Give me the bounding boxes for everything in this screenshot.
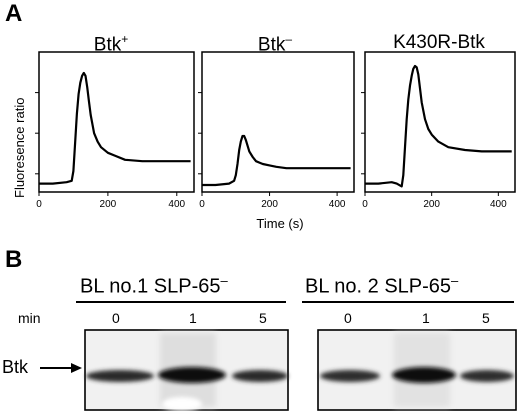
x-axis-label: Time (s) [256, 216, 304, 231]
chart-frame [201, 51, 355, 193]
x-tick-label: 0 [362, 199, 368, 210]
panel-b-letter: B [5, 246, 23, 273]
panel-a-letter: A [5, 0, 23, 27]
x-tick-label: 0 [199, 199, 205, 210]
x-tick-label: 200 [100, 199, 117, 210]
blot-title-bl1: BL no.1 SLP-65– [80, 273, 228, 298]
blot-underline-bl2 [302, 301, 514, 303]
lane-label: 0 [112, 310, 120, 326]
x-tick-label: 400 [329, 199, 346, 210]
chart-title-btk-plus: Btk+ [93, 32, 129, 56]
series-line [202, 134, 351, 187]
btk-band-label: Btk [2, 357, 29, 377]
blot-underline-bl1 [76, 301, 286, 303]
x-tick-label: 400 [168, 199, 185, 210]
lane-label: 5 [482, 310, 490, 326]
series-line [365, 64, 512, 188]
chart-frame [38, 51, 195, 193]
x-tick-label: 200 [423, 199, 440, 210]
series-line [39, 71, 191, 185]
lane-label: 1 [189, 310, 197, 326]
lane-label: 1 [422, 310, 430, 326]
chart-title-btk-minus: Btk– [257, 32, 293, 56]
x-tick-label: 200 [261, 199, 278, 210]
min-row-label: min [18, 310, 41, 326]
lane-label: 5 [259, 310, 267, 326]
x-tick-label: 0 [36, 199, 42, 210]
blot-title-bl2: BL no. 2 SLP-65– [305, 273, 459, 298]
x-tick-label: 400 [490, 199, 507, 210]
chart-frame [364, 51, 516, 193]
chart-title-k430r: K430R-Btk [393, 32, 485, 53]
lane-label: 0 [344, 310, 352, 326]
